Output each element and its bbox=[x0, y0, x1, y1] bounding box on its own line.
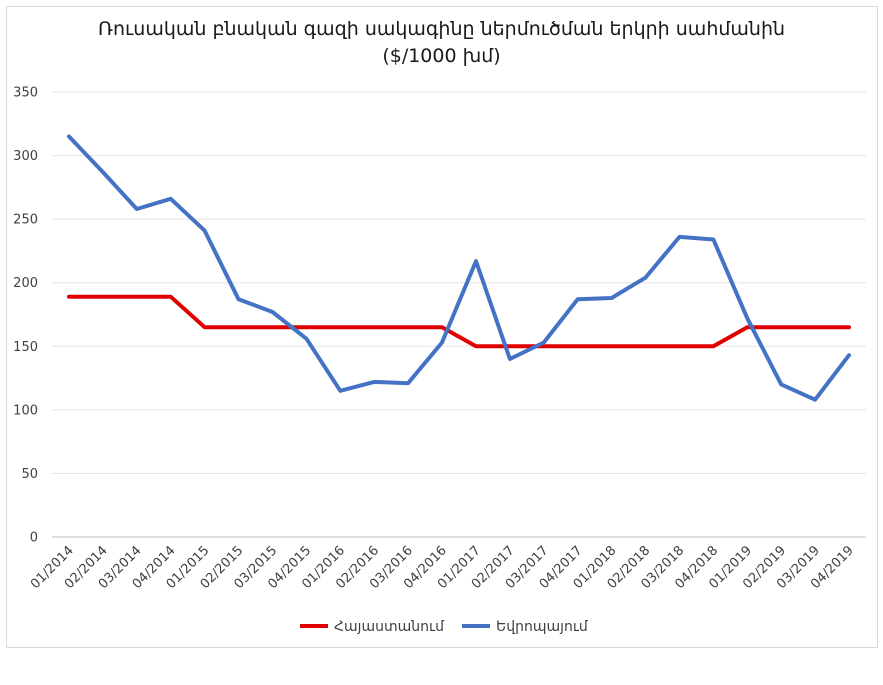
y-axis: 0 50 100 150 200 250 300 350 bbox=[13, 86, 38, 546]
chart-subtitle: ($/1000 խմ) bbox=[382, 45, 501, 67]
chart-title: Ռուսական բնական գազի սակագինը ներմուծման… bbox=[97, 18, 786, 40]
series-line-2 bbox=[67, 134, 851, 402]
x-axis: 01/201402/201403/201404/201401/201502/20… bbox=[28, 543, 857, 592]
y-tick-label: 300 bbox=[13, 149, 38, 164]
y-tick-label: 250 bbox=[13, 213, 38, 228]
chart-title-block: Ռուսական բնական գազի սակագինը ներմուծման… bbox=[0, 16, 883, 70]
y-tick-label: 150 bbox=[13, 340, 38, 355]
y-tick-label: 350 bbox=[13, 86, 38, 101]
y-tick-label: 0 bbox=[30, 531, 38, 546]
series-lines bbox=[67, 134, 851, 402]
y-tick-label: 200 bbox=[13, 276, 38, 291]
y-tick-label: 50 bbox=[21, 467, 38, 482]
legend-label: Եվրոպայում bbox=[496, 619, 589, 635]
y-tick-label: 100 bbox=[13, 403, 38, 418]
series-line-1 bbox=[67, 294, 851, 349]
legend-label: Հայաստանում bbox=[334, 619, 445, 635]
legend: Հայաստանում Եվրոպայում bbox=[300, 619, 589, 635]
